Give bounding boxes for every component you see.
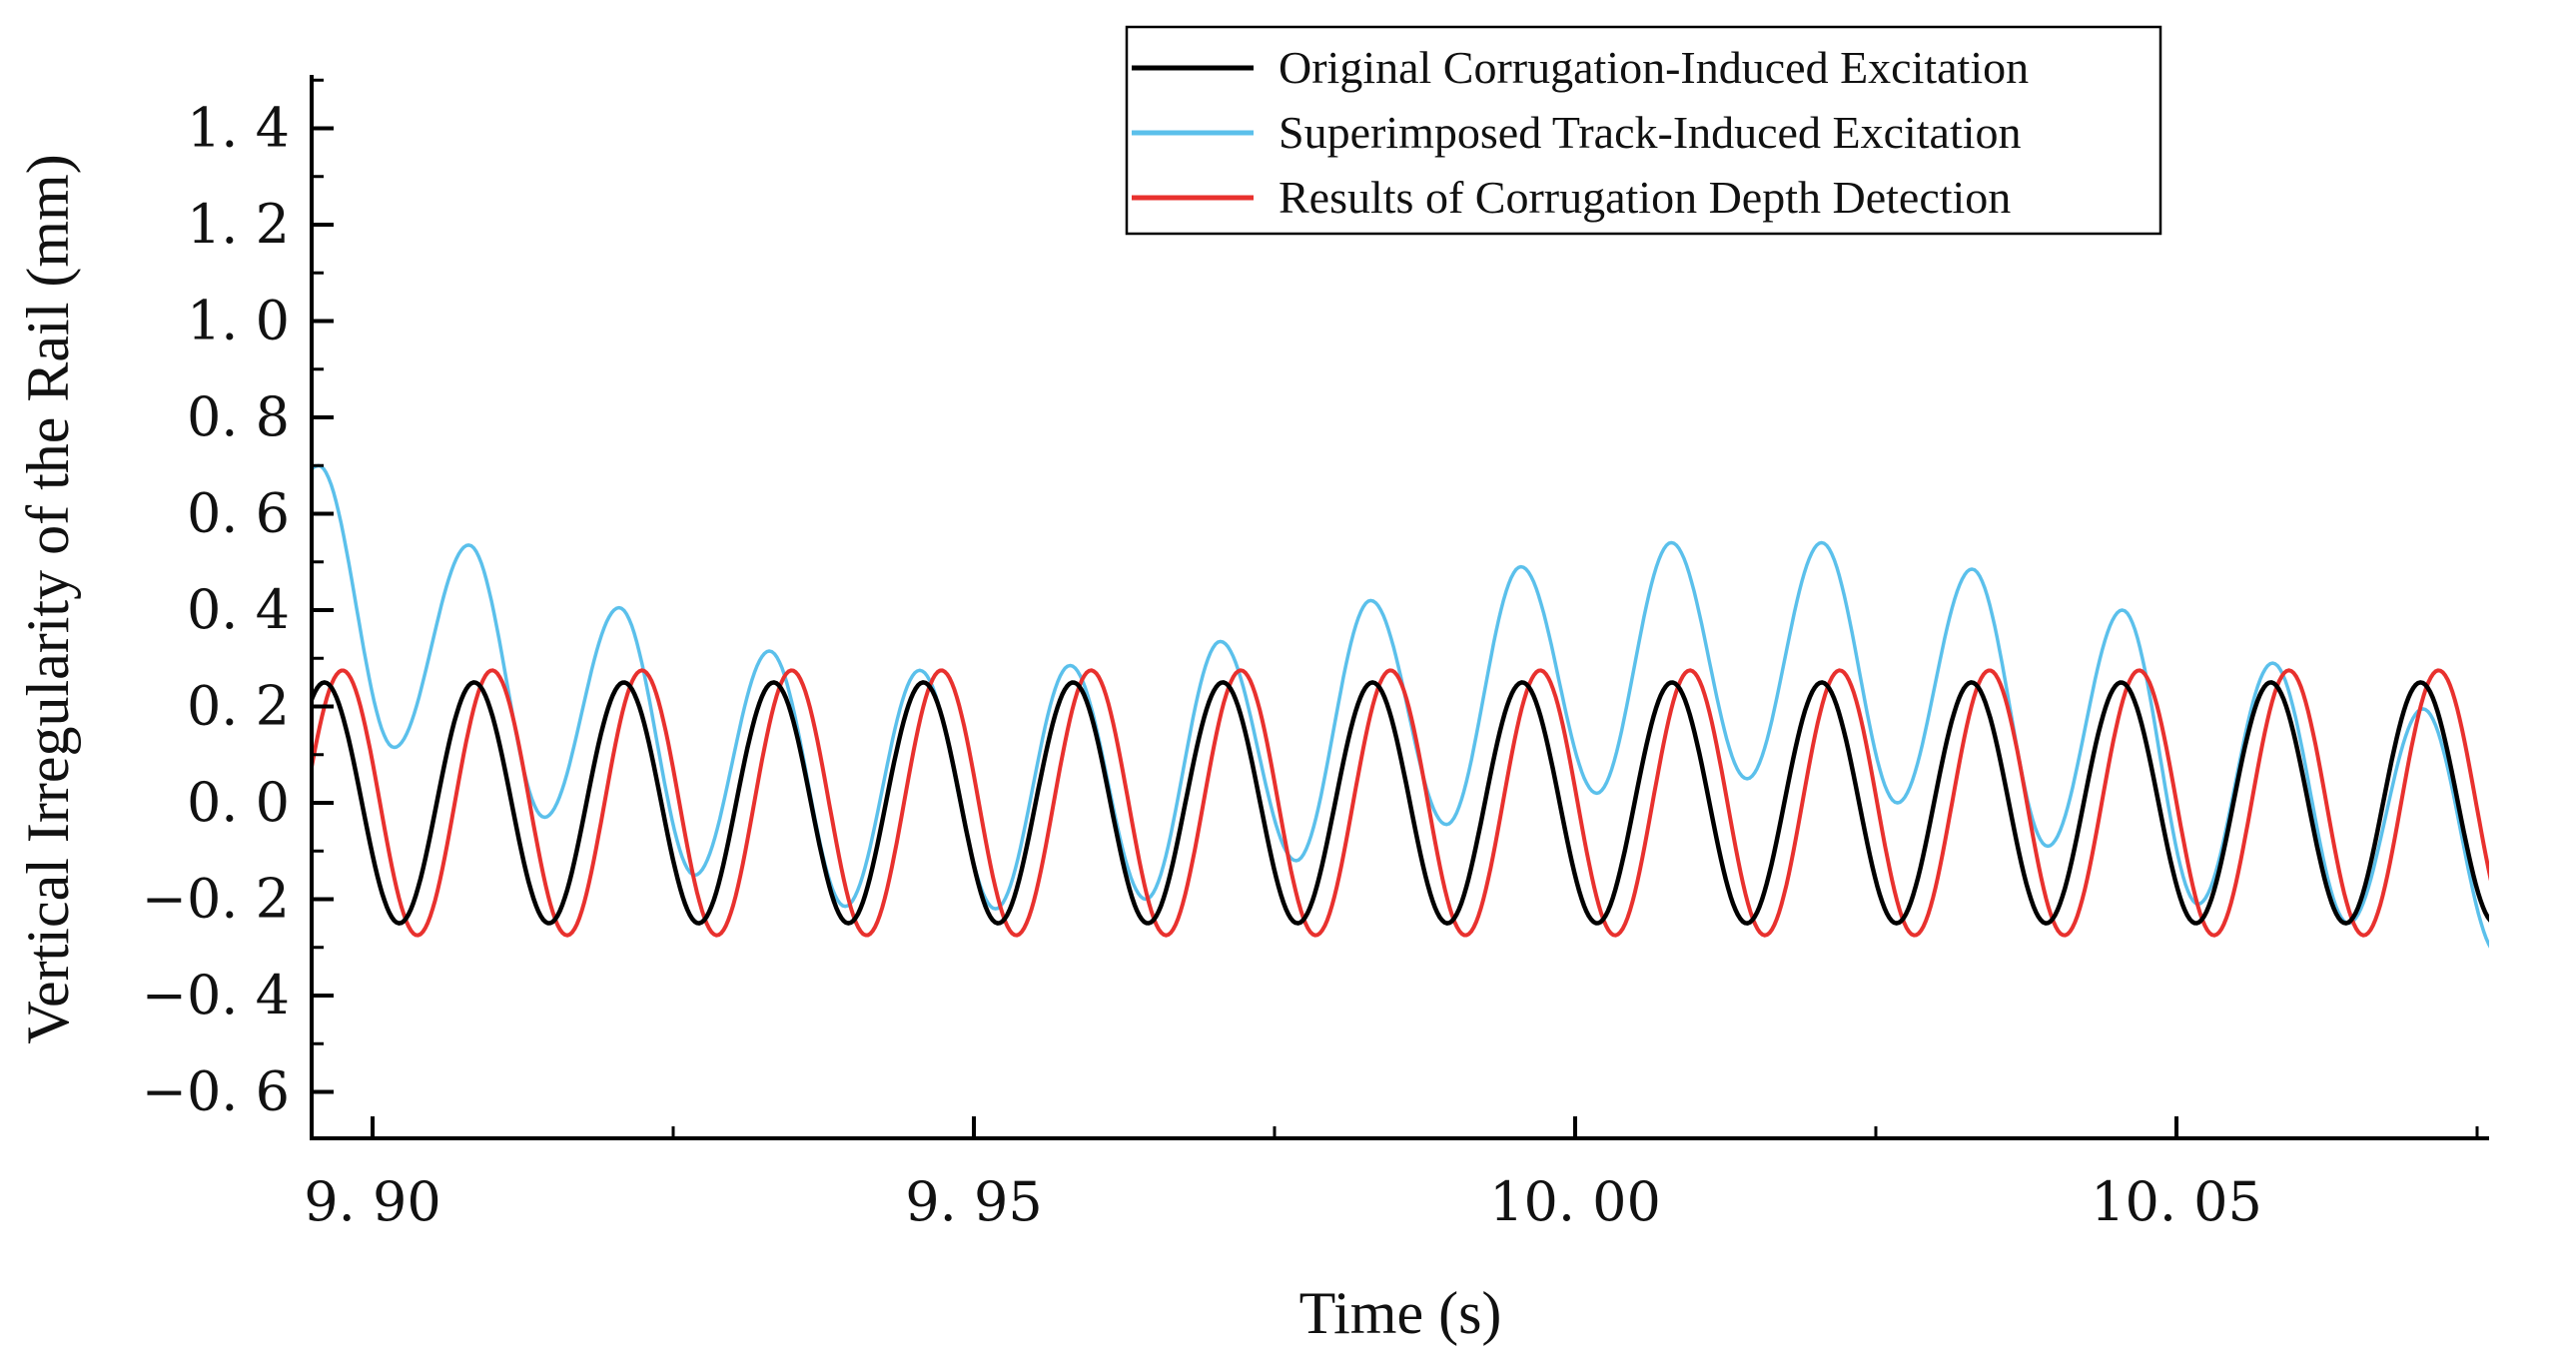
series-detection-results-line: [312, 668, 2489, 938]
legend-label: Superimposed Track-Induced Excitation: [1279, 107, 2022, 158]
y-tick-label: 0. 0: [187, 771, 290, 834]
y-tick-label: 1. 2: [187, 193, 290, 256]
y-tick-label: 0. 4: [187, 578, 290, 641]
x-axis-title: Time (s): [1299, 1280, 1502, 1346]
x-tick-label: 9. 90: [304, 1170, 440, 1233]
y-tick-label: 1. 0: [187, 290, 290, 352]
legend-label: Results of Corrugation Depth Detection: [1279, 172, 2011, 223]
y-axis-title: Vertical Irregularity of the Rail (mm): [15, 154, 81, 1043]
y-tick-label: −0. 6: [142, 1060, 290, 1123]
legend-label: Original Corrugation-Induced Excitation: [1279, 42, 2029, 93]
y-tick-label: −0. 2: [142, 868, 290, 931]
series-layer: [312, 463, 2489, 949]
x-tick-label: 9. 95: [905, 1170, 1042, 1233]
x-tick-label: 10. 00: [1489, 1170, 1661, 1233]
axes: −0. 6 −0. 4 −0. 2 0. 0 0. 2 0. 4 0. 6 0. 8 1. 0 1…: [15, 75, 2489, 1346]
legend: Original Corrugation-Induced Excitation S…: [1125, 25, 2162, 236]
y-tick-label: 0. 8: [187, 385, 290, 448]
y-tick-label: 1. 4: [187, 97, 290, 160]
legend-box: [1125, 25, 2162, 236]
y-tick-label: −0. 4: [142, 964, 290, 1026]
y-tick-label: 0. 2: [187, 675, 290, 738]
y-tick-label: 0. 6: [187, 482, 290, 545]
x-tick-label: 10. 05: [2091, 1170, 2262, 1233]
series-original-excitation-line: [312, 680, 2489, 926]
